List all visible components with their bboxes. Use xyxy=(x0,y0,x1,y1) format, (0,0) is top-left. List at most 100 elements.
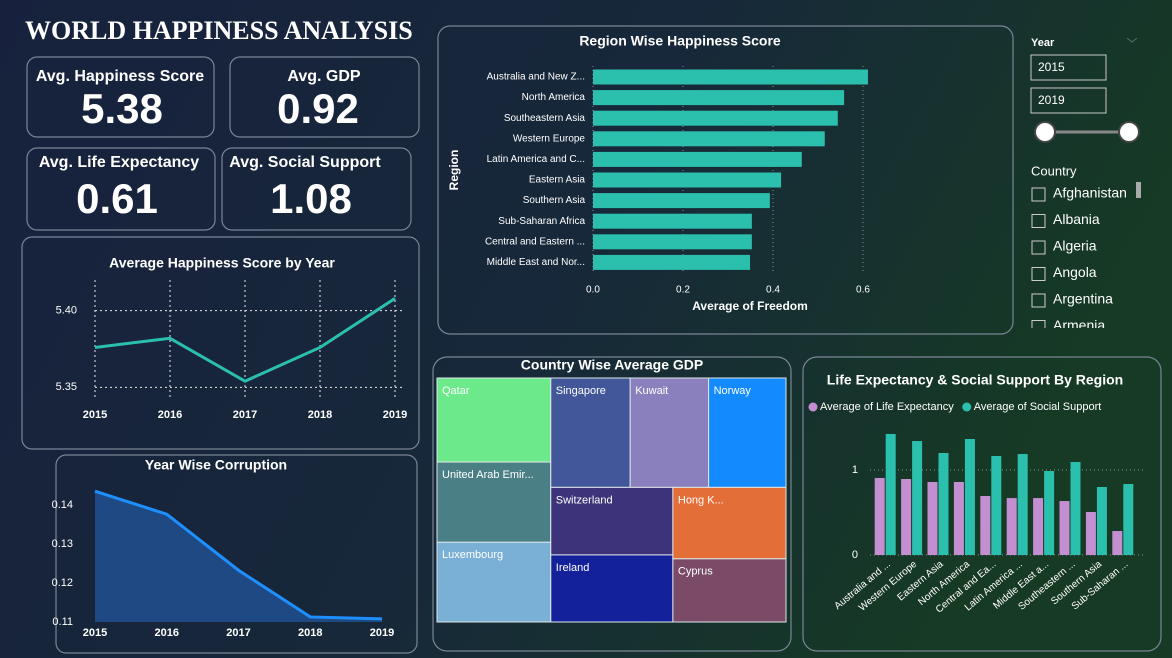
year-from: 2015 xyxy=(1038,60,1065,74)
slider-handle[interactable] xyxy=(1034,121,1056,143)
chart-title: Country Wise Average GDP xyxy=(521,357,703,373)
y-tick-label: Western Europe xyxy=(513,133,586,144)
kpi-value: 0.61 xyxy=(76,175,158,222)
x-tick-label: 2017 xyxy=(233,409,257,421)
bar xyxy=(593,69,868,85)
kpi-label: Avg. Life Expectancy xyxy=(39,154,199,171)
kpi-value: 1.08 xyxy=(270,175,352,222)
country-item[interactable]: Armenia xyxy=(1053,317,1105,333)
chart-title: Year Wise Corruption xyxy=(145,457,287,473)
bar xyxy=(980,496,991,555)
y-tick-label: 5.40 xyxy=(56,305,77,317)
bar xyxy=(912,441,923,555)
bar xyxy=(1044,471,1055,555)
slicer-title: Country xyxy=(1031,163,1077,178)
tile-label: Luxembourg xyxy=(442,549,503,561)
kpi-card xyxy=(26,147,216,231)
checkbox[interactable] xyxy=(1031,214,1046,228)
line xyxy=(94,297,396,383)
tile-label: Singapore xyxy=(556,385,606,397)
country-item[interactable]: Afghanistan xyxy=(1053,185,1127,201)
y-tick-label: 0.12 xyxy=(52,577,73,589)
x-tick-label: 0.4 xyxy=(766,285,780,296)
country-item[interactable]: Algeria xyxy=(1053,238,1097,254)
bar xyxy=(1070,462,1081,555)
bar xyxy=(593,131,825,147)
axis-title: Average of Freedom xyxy=(692,299,808,313)
bar xyxy=(1096,487,1107,555)
tile-label: Switzerland xyxy=(556,494,613,506)
x-tick-label: 0.0 xyxy=(586,285,600,296)
x-tick-label: 2019 xyxy=(383,409,407,421)
checkbox[interactable] xyxy=(1031,267,1046,281)
tile-label: Qatar xyxy=(442,385,470,397)
panel xyxy=(802,356,1162,652)
bar xyxy=(1017,454,1028,555)
country-item[interactable]: Argentina xyxy=(1053,291,1113,307)
y-tick-label: 1 xyxy=(852,464,858,476)
treemap-tile xyxy=(436,461,552,543)
checkbox[interactable] xyxy=(1031,293,1046,308)
x-tick-label: 2019 xyxy=(370,627,394,639)
input-box[interactable] xyxy=(1030,87,1107,114)
bar xyxy=(593,254,751,270)
treemap-tile xyxy=(550,554,674,623)
bar xyxy=(1123,484,1134,555)
y-tick-label: Southeastern Asia xyxy=(504,113,586,124)
bar xyxy=(1006,498,1017,555)
country-list: Afghanistan Albania Algeria Angola Argentina… xyxy=(1031,185,1127,334)
tile-label: Norway xyxy=(714,385,752,397)
slicer-title: Year xyxy=(1031,37,1055,49)
y-tick-label: 0.13 xyxy=(52,538,73,550)
bar xyxy=(593,213,752,229)
bar xyxy=(1112,531,1123,555)
legend-marker xyxy=(808,402,818,412)
legend-marker xyxy=(962,402,972,412)
treemap-tile xyxy=(629,377,710,488)
x-tick-label: 2016 xyxy=(158,409,182,421)
area-fill xyxy=(95,491,382,622)
bar xyxy=(1059,501,1070,555)
tile-label: United Arab Emir... xyxy=(442,469,534,481)
kpi-card xyxy=(26,56,215,138)
legend-label: Average of Social Support xyxy=(974,401,1102,413)
bar xyxy=(1033,498,1044,555)
bar xyxy=(927,481,938,555)
kpi-value: 5.38 xyxy=(81,85,163,132)
tile-label: Cyprus xyxy=(678,566,713,578)
y-tick-label: Central and Eastern ... xyxy=(485,236,585,247)
tile-label: Ireland xyxy=(556,562,590,574)
checkbox[interactable] xyxy=(1031,240,1046,255)
bar xyxy=(593,172,782,188)
kpi-value: 0.92 xyxy=(277,85,359,132)
chart-title: Life Expectancy & Social Support By Regi… xyxy=(827,372,1123,388)
chart-title: Region Wise Happiness Score xyxy=(579,33,781,49)
bar xyxy=(1085,511,1096,555)
tile-label: Hong K... xyxy=(678,494,724,506)
y-tick-label: Eastern Asia xyxy=(529,175,586,186)
y-tick-label: Southern Asia xyxy=(523,195,586,206)
kpi-label: Avg. GDP xyxy=(287,68,361,85)
treemap-tile xyxy=(672,486,787,560)
bar xyxy=(593,110,838,126)
dashboard-title: WORLD HAPPINESS ANALYSIS xyxy=(25,16,413,45)
checkbox[interactable] xyxy=(1031,187,1046,202)
input-box[interactable] xyxy=(1030,54,1107,81)
panel xyxy=(437,25,1014,335)
slider-handle[interactable] xyxy=(1118,121,1140,143)
checkbox[interactable] xyxy=(1031,320,1046,334)
chevron[interactable] xyxy=(1126,37,1138,43)
country-item[interactable]: Angola xyxy=(1053,264,1097,280)
x-tick-label: 0.2 xyxy=(676,285,690,296)
x-tick-label: 2017 xyxy=(226,627,250,639)
x-tick-label: 2016 xyxy=(155,627,179,639)
tile-label: Kuwait xyxy=(635,385,668,397)
treemap-tile xyxy=(436,541,552,623)
panel xyxy=(55,454,418,654)
country-item[interactable]: Albania xyxy=(1053,211,1100,227)
scrollbar[interactable] xyxy=(1136,182,1141,198)
bar xyxy=(593,151,802,167)
y-tick-label: Sub-Saharan Africa xyxy=(498,216,585,227)
bar xyxy=(593,193,770,209)
